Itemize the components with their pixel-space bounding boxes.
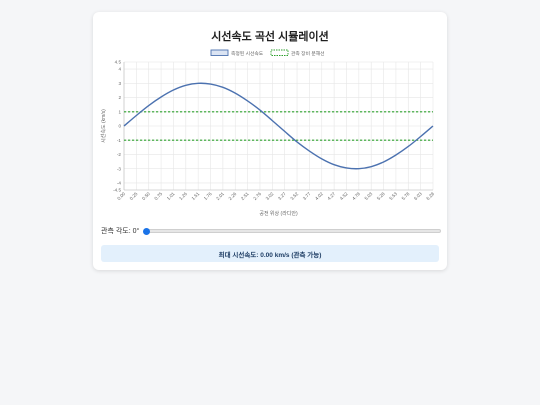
- x-tick-label: 5.03: [364, 191, 374, 201]
- y-tick-label: 0: [118, 124, 121, 129]
- radial-velocity-chart: -4.5 -4 -3 -2 -1 0 1 2 3 4 4.5 0.00 0.25 0.50 0.75 1.01…: [100, 49, 436, 217]
- y-axis-title: 시선속도 (km/s): [100, 109, 107, 143]
- x-tick-label: 2.76: [252, 191, 262, 201]
- x-tick-label: 0.00: [116, 191, 126, 201]
- y-tick-label: 2: [118, 95, 121, 100]
- velocity-series-line: [123, 82, 434, 170]
- x-tick-label: 2.01: [215, 191, 225, 201]
- x-axis-title: 공전 위상 (라디안): [259, 210, 298, 217]
- y-tick-label: -4.5: [113, 188, 121, 193]
- angle-slider[interactable]: [143, 227, 441, 235]
- page-title: 시선속도 곡선 시뮬레이션: [211, 31, 329, 43]
- y-tick-label: -1: [117, 138, 122, 143]
- x-tick-label: 3.02: [265, 191, 275, 201]
- x-tick-label: 0.50: [141, 191, 151, 201]
- x-tick-label: 2.51: [240, 191, 250, 201]
- x-tick-label: 4.27: [326, 191, 336, 201]
- y-tick-label: -2: [117, 152, 122, 157]
- legend-swatch-velocity: [210, 49, 229, 56]
- x-tick-label: 5.53: [388, 191, 398, 201]
- x-tick-label: 1.51: [191, 191, 201, 201]
- x-tick-label: 0.25: [129, 191, 139, 201]
- x-tick-label: 3.77: [302, 191, 312, 201]
- x-tick-label: 0.75: [153, 191, 163, 201]
- x-tick-label: 1.01: [166, 191, 176, 201]
- x-tick-label: 2.26: [228, 191, 238, 201]
- y-tick-label: 4.5: [115, 60, 122, 65]
- simulation-card: 시선속도 곡선 시뮬레이션 -4.5 -4 -3 -2 -1 0 1 2 3 4 4.5 0.00 0.…: [93, 12, 447, 270]
- x-tick-label: 6.03: [413, 191, 423, 201]
- x-tick-label: 5.28: [376, 191, 386, 201]
- y-tick-label: 1: [118, 109, 121, 114]
- angle-slider-thumb[interactable]: [143, 227, 151, 235]
- y-tick-label: -4: [117, 180, 122, 185]
- x-tick-label: 1.26: [178, 191, 188, 201]
- x-tick-label: 4.52: [339, 191, 349, 201]
- x-tick-label: 3.27: [277, 191, 287, 201]
- legend-swatch-threshold: [270, 49, 289, 56]
- x-tick-label: 1.76: [203, 191, 213, 201]
- x-tick-label: 5.78: [401, 191, 411, 201]
- y-tick-label: 3: [118, 81, 121, 86]
- y-tick-label: 4: [118, 67, 121, 72]
- angle-slider-row: 관측 각도: 0°: [101, 225, 441, 237]
- y-tick-label: -3: [117, 166, 122, 171]
- angle-slider-label: 관측 각도: 0°: [101, 228, 140, 235]
- legend-label-threshold: 관측 장비 분해선: [291, 50, 325, 57]
- x-tick-label: 4.78: [351, 191, 361, 201]
- legend-label-velocity: 측정된 시선속도: [231, 50, 264, 57]
- max-velocity-result: 최대 시선속도: 0.00 km/s (관측 가능): [101, 245, 439, 262]
- x-tick-label: 6.28: [425, 191, 435, 201]
- x-tick-label: 4.02: [314, 191, 324, 201]
- x-tick-label: 3.52: [289, 191, 299, 201]
